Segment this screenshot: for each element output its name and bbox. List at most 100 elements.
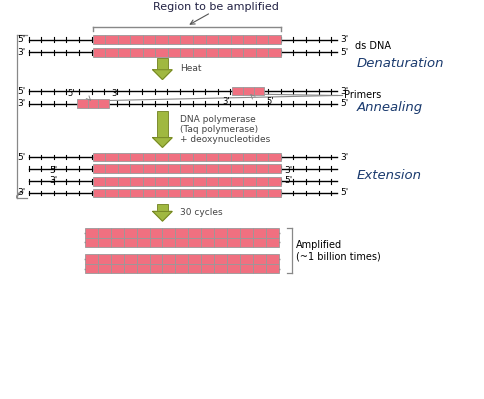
Text: ds DNA: ds DNA: [354, 41, 391, 51]
Bar: [136, 254, 150, 264]
Bar: [143, 48, 155, 57]
Bar: [214, 264, 227, 273]
Bar: [175, 264, 188, 273]
Bar: [201, 237, 214, 247]
Bar: [150, 228, 163, 237]
Bar: [130, 189, 143, 198]
Bar: [266, 254, 279, 264]
Text: 5': 5': [340, 99, 348, 108]
Text: 3': 3': [340, 152, 348, 162]
Bar: [118, 36, 130, 44]
Bar: [214, 237, 227, 247]
Bar: [240, 237, 253, 247]
Bar: [163, 254, 175, 264]
Bar: [268, 36, 281, 44]
Bar: [206, 36, 218, 44]
Bar: [150, 254, 163, 264]
Bar: [175, 228, 188, 237]
Bar: [181, 189, 193, 198]
Bar: [155, 48, 168, 57]
Bar: [206, 153, 218, 162]
Bar: [268, 48, 281, 57]
Bar: [124, 254, 136, 264]
Bar: [268, 177, 281, 186]
Bar: [240, 228, 253, 237]
Polygon shape: [153, 211, 172, 221]
Bar: [155, 153, 168, 162]
Bar: [105, 164, 118, 173]
Bar: [214, 228, 227, 237]
Text: 5': 5': [17, 152, 26, 162]
Bar: [175, 254, 188, 264]
Bar: [181, 153, 193, 162]
Bar: [168, 177, 181, 186]
Bar: [206, 164, 218, 173]
Bar: [92, 153, 105, 162]
Bar: [157, 58, 168, 70]
Bar: [163, 228, 175, 237]
Bar: [193, 189, 206, 198]
Bar: [214, 254, 227, 264]
Text: 3': 3': [17, 99, 26, 108]
Bar: [218, 164, 230, 173]
Bar: [163, 237, 175, 247]
Bar: [201, 228, 214, 237]
Bar: [92, 36, 105, 44]
Bar: [230, 189, 243, 198]
Bar: [243, 177, 256, 186]
Text: 5': 5': [285, 176, 293, 184]
Bar: [124, 228, 136, 237]
Bar: [150, 264, 163, 273]
Bar: [85, 228, 98, 237]
Polygon shape: [153, 70, 172, 79]
Bar: [227, 254, 240, 264]
Bar: [92, 189, 105, 198]
Bar: [105, 177, 118, 186]
Text: 30 cycles: 30 cycles: [180, 208, 223, 217]
Bar: [111, 237, 124, 247]
Bar: [193, 177, 206, 186]
Text: DNA polymerase
(Taq polymerase)
+ deoxynucleotides: DNA polymerase (Taq polymerase) + deoxyn…: [180, 115, 270, 144]
Text: 5': 5': [50, 166, 58, 174]
Text: 3': 3': [340, 35, 348, 44]
Bar: [268, 153, 281, 162]
Bar: [243, 48, 256, 57]
Bar: [181, 177, 193, 186]
Bar: [77, 99, 88, 108]
Bar: [118, 177, 130, 186]
Bar: [88, 99, 98, 108]
Bar: [155, 36, 168, 44]
Bar: [92, 48, 105, 57]
Bar: [227, 228, 240, 237]
Bar: [168, 189, 181, 198]
Bar: [201, 264, 214, 273]
Bar: [230, 177, 243, 186]
Bar: [118, 153, 130, 162]
Text: 3': 3': [17, 188, 26, 198]
Bar: [136, 264, 150, 273]
Bar: [181, 48, 193, 57]
Bar: [243, 153, 256, 162]
Bar: [98, 254, 111, 264]
Bar: [240, 264, 253, 273]
Bar: [227, 237, 240, 247]
Bar: [168, 164, 181, 173]
Bar: [268, 189, 281, 198]
Bar: [92, 177, 105, 186]
Bar: [118, 189, 130, 198]
Text: 5': 5': [340, 48, 348, 57]
Bar: [98, 237, 111, 247]
Text: 3': 3': [111, 89, 119, 98]
Bar: [181, 164, 193, 173]
Bar: [201, 254, 214, 264]
Text: Heat: Heat: [180, 64, 201, 73]
Bar: [155, 177, 168, 186]
Bar: [193, 164, 206, 173]
Bar: [230, 164, 243, 173]
Text: 5': 5': [340, 188, 348, 198]
Bar: [243, 189, 256, 198]
Bar: [92, 164, 105, 173]
Bar: [98, 264, 111, 273]
Text: 3': 3': [50, 176, 58, 184]
Bar: [130, 177, 143, 186]
